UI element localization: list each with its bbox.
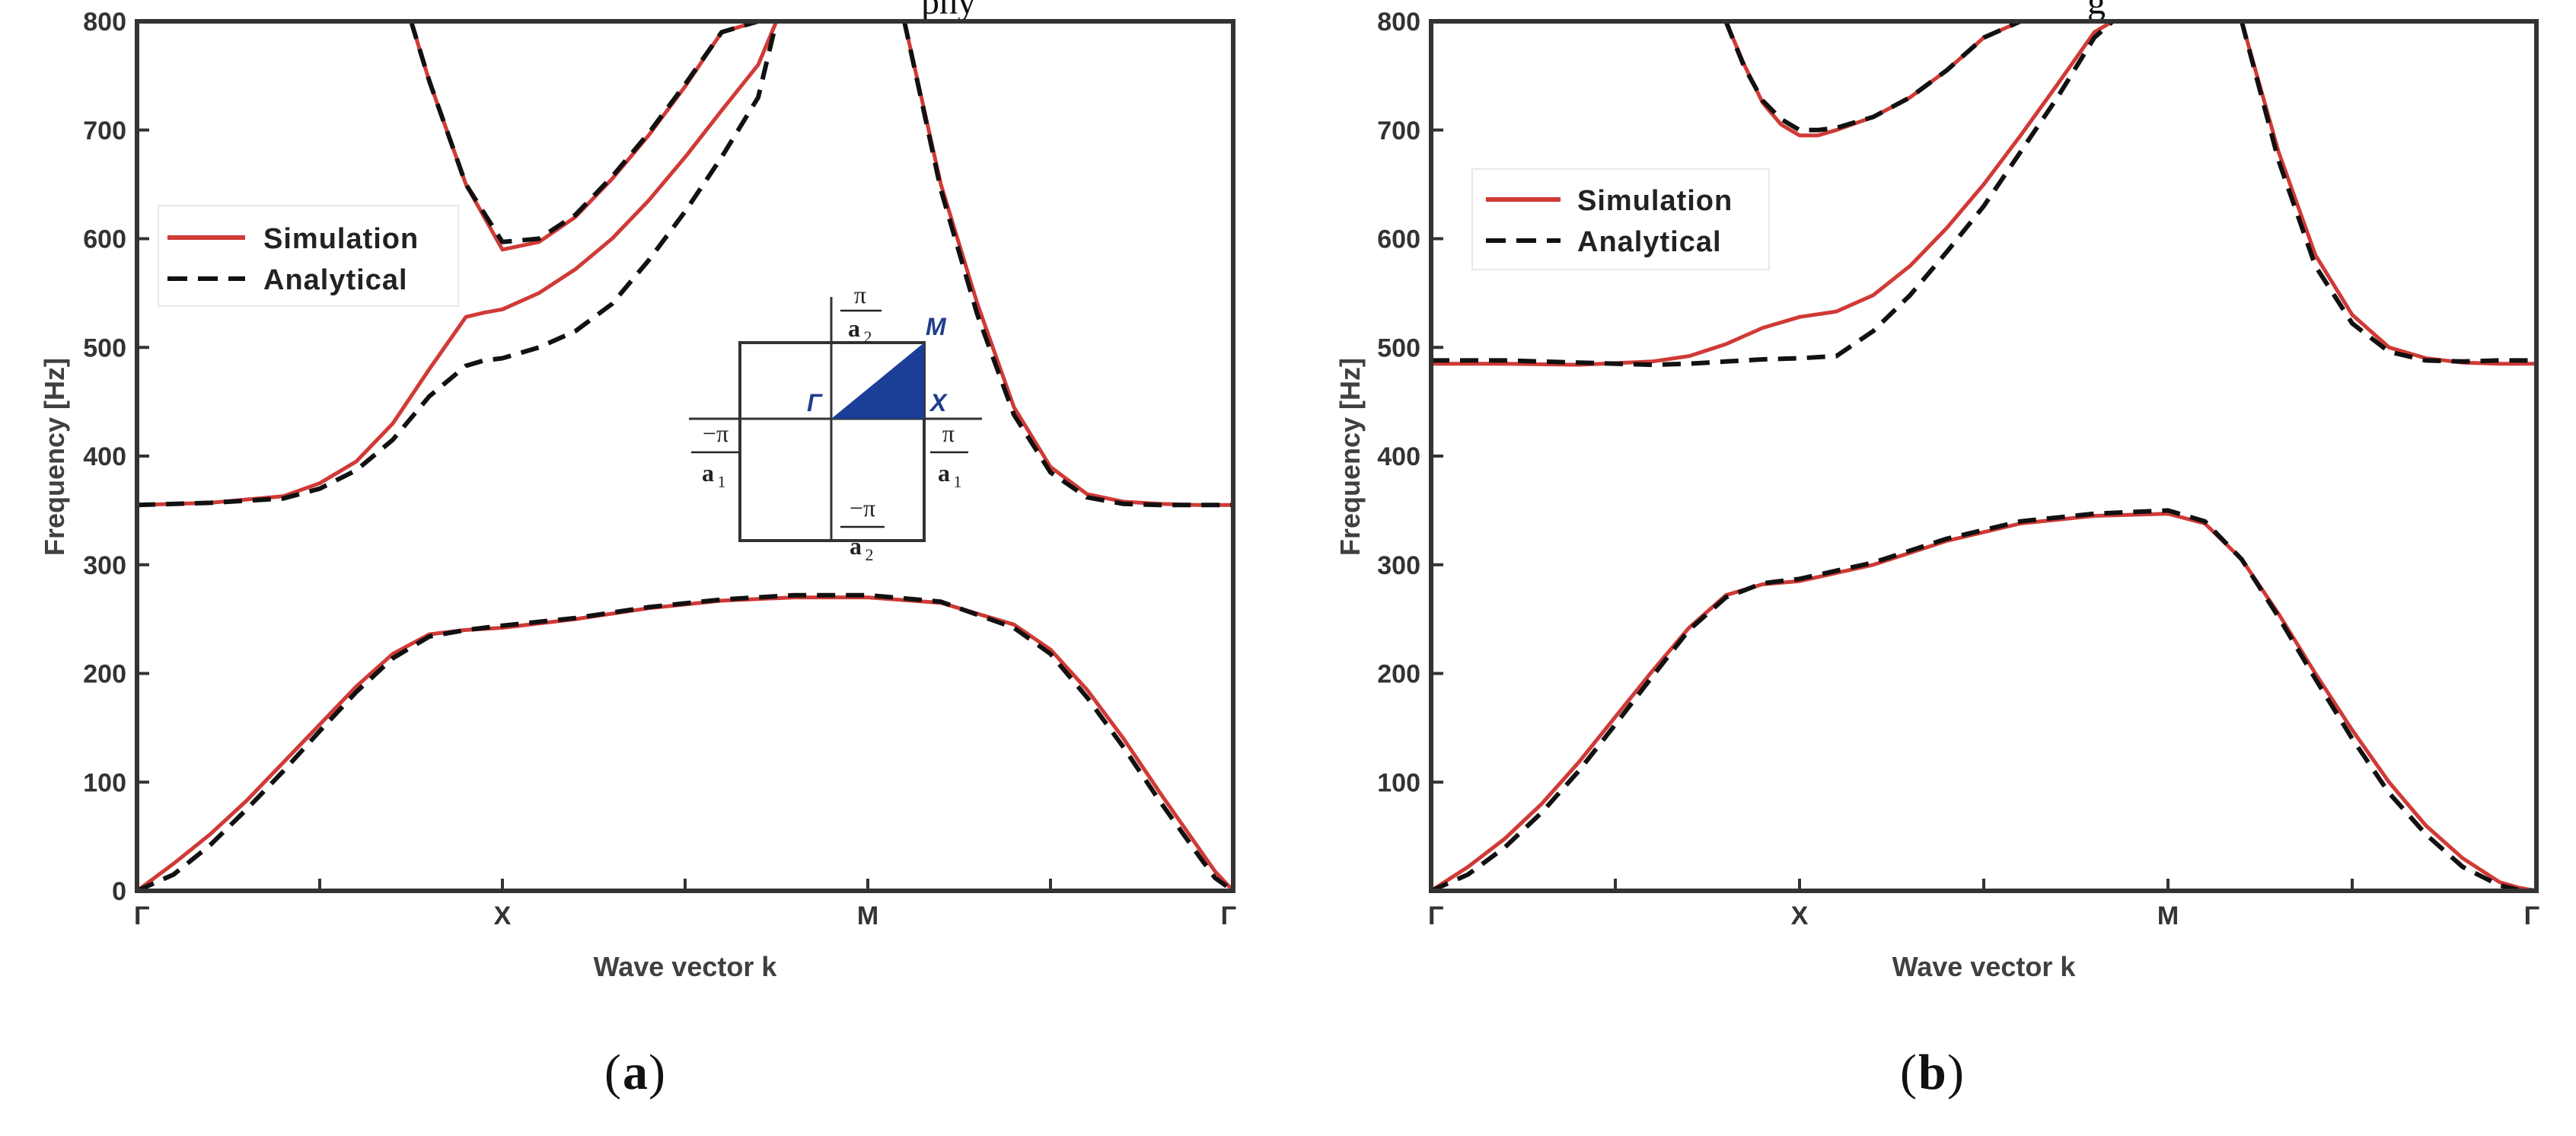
- y-tick-label-600-a: 600: [83, 225, 126, 254]
- y-tick-label-100-a: 100: [83, 768, 126, 797]
- bz-label-neg-a2: −π a 2: [840, 494, 885, 564]
- y-tick-label-600-b: 600: [1377, 225, 1420, 254]
- analytical-band-4-line-a: [902, 21, 1233, 508]
- legend-box-a: [158, 205, 459, 307]
- x-tick-label-2-a: M: [857, 901, 878, 930]
- bz-label-neg-a2-num: −π: [850, 494, 875, 522]
- analytical-band-3-line-b: [1723, 21, 2022, 132]
- x-tick-label-1-b: X: [1791, 901, 1809, 930]
- x-tick-label-2-b: M: [2157, 901, 2179, 930]
- bz-label-pos-a1-num: π: [942, 420, 955, 447]
- simulation-band-4-line-b: [2240, 21, 2536, 366]
- caption-close-paren-b: ): [1947, 1045, 1964, 1100]
- y-axis-label-b: Frequency [Hz]: [1334, 358, 1366, 556]
- caption-letter-a: a: [623, 1045, 648, 1100]
- y-tick-label-800-a: 800: [83, 8, 126, 37]
- caption-letter-b: b: [1918, 1045, 1946, 1100]
- brillouin-zone-inset: Γ X M π a 2 −π a 2 π a 1 −π: [689, 281, 982, 564]
- legend-b: Simulation Analytical: [1471, 168, 1770, 270]
- caption-a: ( a ): [604, 1045, 665, 1100]
- legend-label-analytical-a: Analytical: [263, 264, 408, 296]
- bz-point-gamma: Γ: [807, 389, 823, 416]
- bz-label-pos-a1-sub: 1: [954, 472, 962, 491]
- x-axis-label-b: Wave vector k: [1892, 951, 2077, 982]
- y-tick-label-300-a: 300: [83, 551, 126, 580]
- plot-frame-b: [1429, 19, 2539, 893]
- x-tick-label-3-b: Γ: [2524, 901, 2539, 930]
- analytical-band-1-line-b: [1431, 508, 2536, 891]
- curves-group-b: [1431, 21, 2536, 891]
- legend-a: Simulation Analytical: [158, 205, 459, 307]
- bz-point-x: X: [929, 389, 948, 416]
- x-tick-label-3-a: Γ: [1221, 901, 1236, 930]
- y-axis-label-a: Frequency [Hz]: [39, 358, 70, 556]
- y-tick-label-100-b: 100: [1377, 768, 1420, 797]
- caption-open-paren-a: (: [604, 1045, 621, 1100]
- analytical-band-2-line-a: [137, 21, 779, 508]
- legend-label-simulation-b: Simulation: [1577, 185, 1733, 217]
- y-tick-label-500-a: 500: [83, 333, 126, 362]
- y-tick-label-300-b: 300: [1377, 551, 1420, 580]
- y-tick-label-400-b: 400: [1377, 442, 1420, 471]
- bz-label-pos-a2-den: a: [848, 314, 860, 342]
- curves-group-a: [137, 21, 1233, 891]
- y-tick-label-0-a: 0: [112, 877, 126, 906]
- caption-close-paren-a: ): [649, 1045, 665, 1100]
- simulation-band-3-line-a: [409, 21, 776, 252]
- ticks-group-b: 100 200 300 400 500 600 700 800 Γ X M Γ: [1377, 8, 2539, 930]
- y-tick-label-700-b: 700: [1377, 116, 1420, 145]
- bz-label-pos-a2-num: π: [854, 281, 866, 308]
- bz-label-neg-a2-den: a: [850, 532, 862, 560]
- analytical-band-3-line-a: [409, 21, 776, 244]
- y-tick-label-700-a: 700: [83, 116, 126, 145]
- irreducible-zone-triangle: [831, 343, 924, 419]
- analytical-band-1-line-a: [137, 592, 1233, 891]
- caption-b: ( b ): [1900, 1045, 1964, 1100]
- y-tick-label-400-a: 400: [83, 442, 126, 471]
- y-tick-label-200-a: 200: [83, 660, 126, 689]
- bz-label-neg-a1: −π a 1: [691, 420, 738, 491]
- figure-title-fragment-left: phy: [921, 0, 976, 22]
- y-tick-label-500-b: 500: [1377, 333, 1420, 362]
- bz-label-pos-a1: π a 1: [930, 420, 968, 491]
- bz-label-neg-a1-den: a: [702, 459, 714, 487]
- y-tick-label-800-b: 800: [1377, 8, 1420, 37]
- bz-label-neg-a1-sub: 1: [718, 472, 726, 491]
- y-tick-label-200-b: 200: [1377, 660, 1420, 689]
- ticks-group-a: 0 100 200 300 400 500 600 700 800 Γ X M Γ: [83, 8, 1236, 930]
- bz-label-neg-a1-num: −π: [703, 420, 728, 447]
- simulation-band-1-line-a: [137, 595, 1233, 891]
- bz-label-pos-a2-sub: 2: [864, 327, 872, 346]
- chart-panel-a: 0 100 200 300 400 500 600 700 800 Γ X M Γ Frequency …: [39, 8, 1236, 1100]
- x-tick-label-0-b: Γ: [1428, 901, 1443, 930]
- simulation-band-2-line-a: [137, 21, 779, 507]
- caption-open-paren-b: (: [1900, 1045, 1917, 1100]
- analytical-band-4-line-b: [2239, 21, 2536, 364]
- x-axis-label-a: Wave vector k: [594, 951, 778, 982]
- bz-label-pos-a2: π a 2: [840, 281, 882, 346]
- legend-label-analytical-b: Analytical: [1577, 226, 1722, 258]
- bz-label-pos-a1-den: a: [938, 459, 950, 487]
- simulation-band-1-line-b: [1431, 512, 2536, 891]
- simulation-band-2-line-b: [1431, 21, 2131, 367]
- legend-box-b: [1471, 168, 1770, 270]
- x-tick-label-1-a: X: [494, 901, 512, 930]
- plot-frame-a: [135, 19, 1235, 893]
- analytical-band-2-line-b: [1431, 21, 2131, 368]
- bz-point-m: M: [926, 313, 947, 340]
- bz-label-neg-a2-sub: 2: [866, 545, 874, 564]
- x-tick-label-0-a: Γ: [134, 901, 149, 930]
- figure-title-fragment-right: g: [2087, 0, 2106, 22]
- legend-label-simulation-a: Simulation: [263, 223, 419, 255]
- chart-panel-b: 100 200 300 400 500 600 700 800 Γ X M Γ Frequency […: [1334, 8, 2539, 1100]
